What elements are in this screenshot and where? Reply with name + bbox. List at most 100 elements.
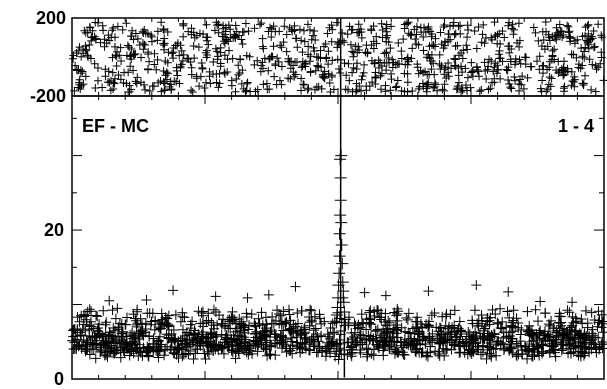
residual-point (287, 57, 296, 66)
residual-point (539, 69, 548, 78)
residual-point (141, 85, 150, 94)
residual-point (427, 32, 436, 41)
peak-point (338, 305, 351, 318)
data-point (384, 341, 395, 352)
data-point (140, 318, 151, 329)
residual-point (79, 80, 88, 89)
residual-point (225, 46, 234, 55)
residual-point (116, 43, 125, 52)
data-point (392, 315, 403, 326)
residual-point (235, 68, 244, 77)
residual-point (106, 86, 115, 95)
data-point (155, 323, 166, 334)
residual-point (293, 43, 302, 52)
residual-point (387, 75, 396, 84)
data-point (195, 335, 206, 346)
peak-point (332, 279, 345, 292)
residual-point (304, 84, 313, 93)
residual-point (152, 65, 161, 74)
residual-point (300, 37, 309, 46)
data-point (504, 346, 515, 357)
residual-point (113, 22, 122, 31)
residual-point (572, 53, 581, 62)
outlier-point (141, 295, 152, 306)
residual-point (319, 42, 328, 51)
residual-point (458, 68, 467, 77)
residual-point (492, 69, 501, 78)
residual-point (594, 63, 603, 72)
data-point (153, 341, 164, 352)
residual-point (244, 27, 253, 36)
residual-point (117, 56, 126, 65)
residual-point (111, 33, 120, 42)
residual-point (484, 62, 493, 71)
peak-point (330, 316, 343, 329)
data-point (95, 347, 106, 358)
data-point (533, 316, 544, 327)
residual-point (467, 68, 476, 77)
data-point (567, 320, 578, 331)
data-point (169, 348, 180, 359)
peak-point (334, 194, 347, 207)
residual-point (531, 28, 540, 37)
residual-point (480, 58, 489, 67)
residual-point (277, 80, 286, 89)
residual-point (451, 42, 460, 51)
residual-point (311, 66, 320, 75)
data-point (84, 304, 95, 315)
data-point (145, 319, 156, 330)
residual-point (323, 29, 332, 38)
residual-point (111, 42, 120, 51)
data-point (410, 346, 421, 357)
residual-point (543, 65, 552, 74)
data-point (311, 347, 322, 358)
data-point (284, 309, 295, 320)
data-point (197, 306, 208, 317)
data-point (434, 350, 445, 361)
residual-point (195, 82, 204, 91)
data-point (188, 353, 199, 364)
data-point (266, 318, 277, 329)
residual-point (317, 63, 326, 72)
data-point (306, 305, 317, 316)
residual-point (498, 57, 507, 66)
residual-point (481, 34, 490, 43)
residual-point (328, 56, 337, 65)
residuals-panel: 200 -200 (30, 8, 607, 106)
data-point (178, 349, 189, 360)
residual-point (414, 69, 423, 78)
residual-point (376, 71, 385, 80)
residual-point (455, 51, 464, 60)
data-point (398, 349, 409, 360)
residual-point (194, 43, 203, 52)
data-point (361, 324, 372, 335)
residual-point (201, 78, 210, 87)
residual-point (419, 46, 428, 55)
residual-point (104, 67, 113, 76)
data-point (362, 349, 373, 360)
data-point (243, 340, 254, 351)
data-point (308, 331, 319, 342)
outlier-point (423, 286, 434, 297)
residual-point (236, 55, 245, 64)
residual-point (310, 26, 319, 35)
data-point (355, 322, 366, 333)
residual-point (145, 57, 154, 66)
residual-point (393, 76, 402, 85)
residual-point (386, 86, 395, 95)
data-point (144, 331, 155, 342)
data-point (214, 310, 225, 321)
residual-point (377, 69, 386, 78)
residual-point (148, 82, 157, 91)
residual-point (143, 65, 152, 74)
residual-point (187, 30, 196, 39)
data-point (516, 340, 527, 351)
residual-point (257, 19, 266, 28)
data-point (227, 339, 238, 350)
residual-point (493, 61, 502, 70)
residual-point (589, 43, 598, 52)
residual-point (179, 32, 188, 41)
residual-point (269, 42, 278, 51)
data-point (364, 307, 375, 318)
